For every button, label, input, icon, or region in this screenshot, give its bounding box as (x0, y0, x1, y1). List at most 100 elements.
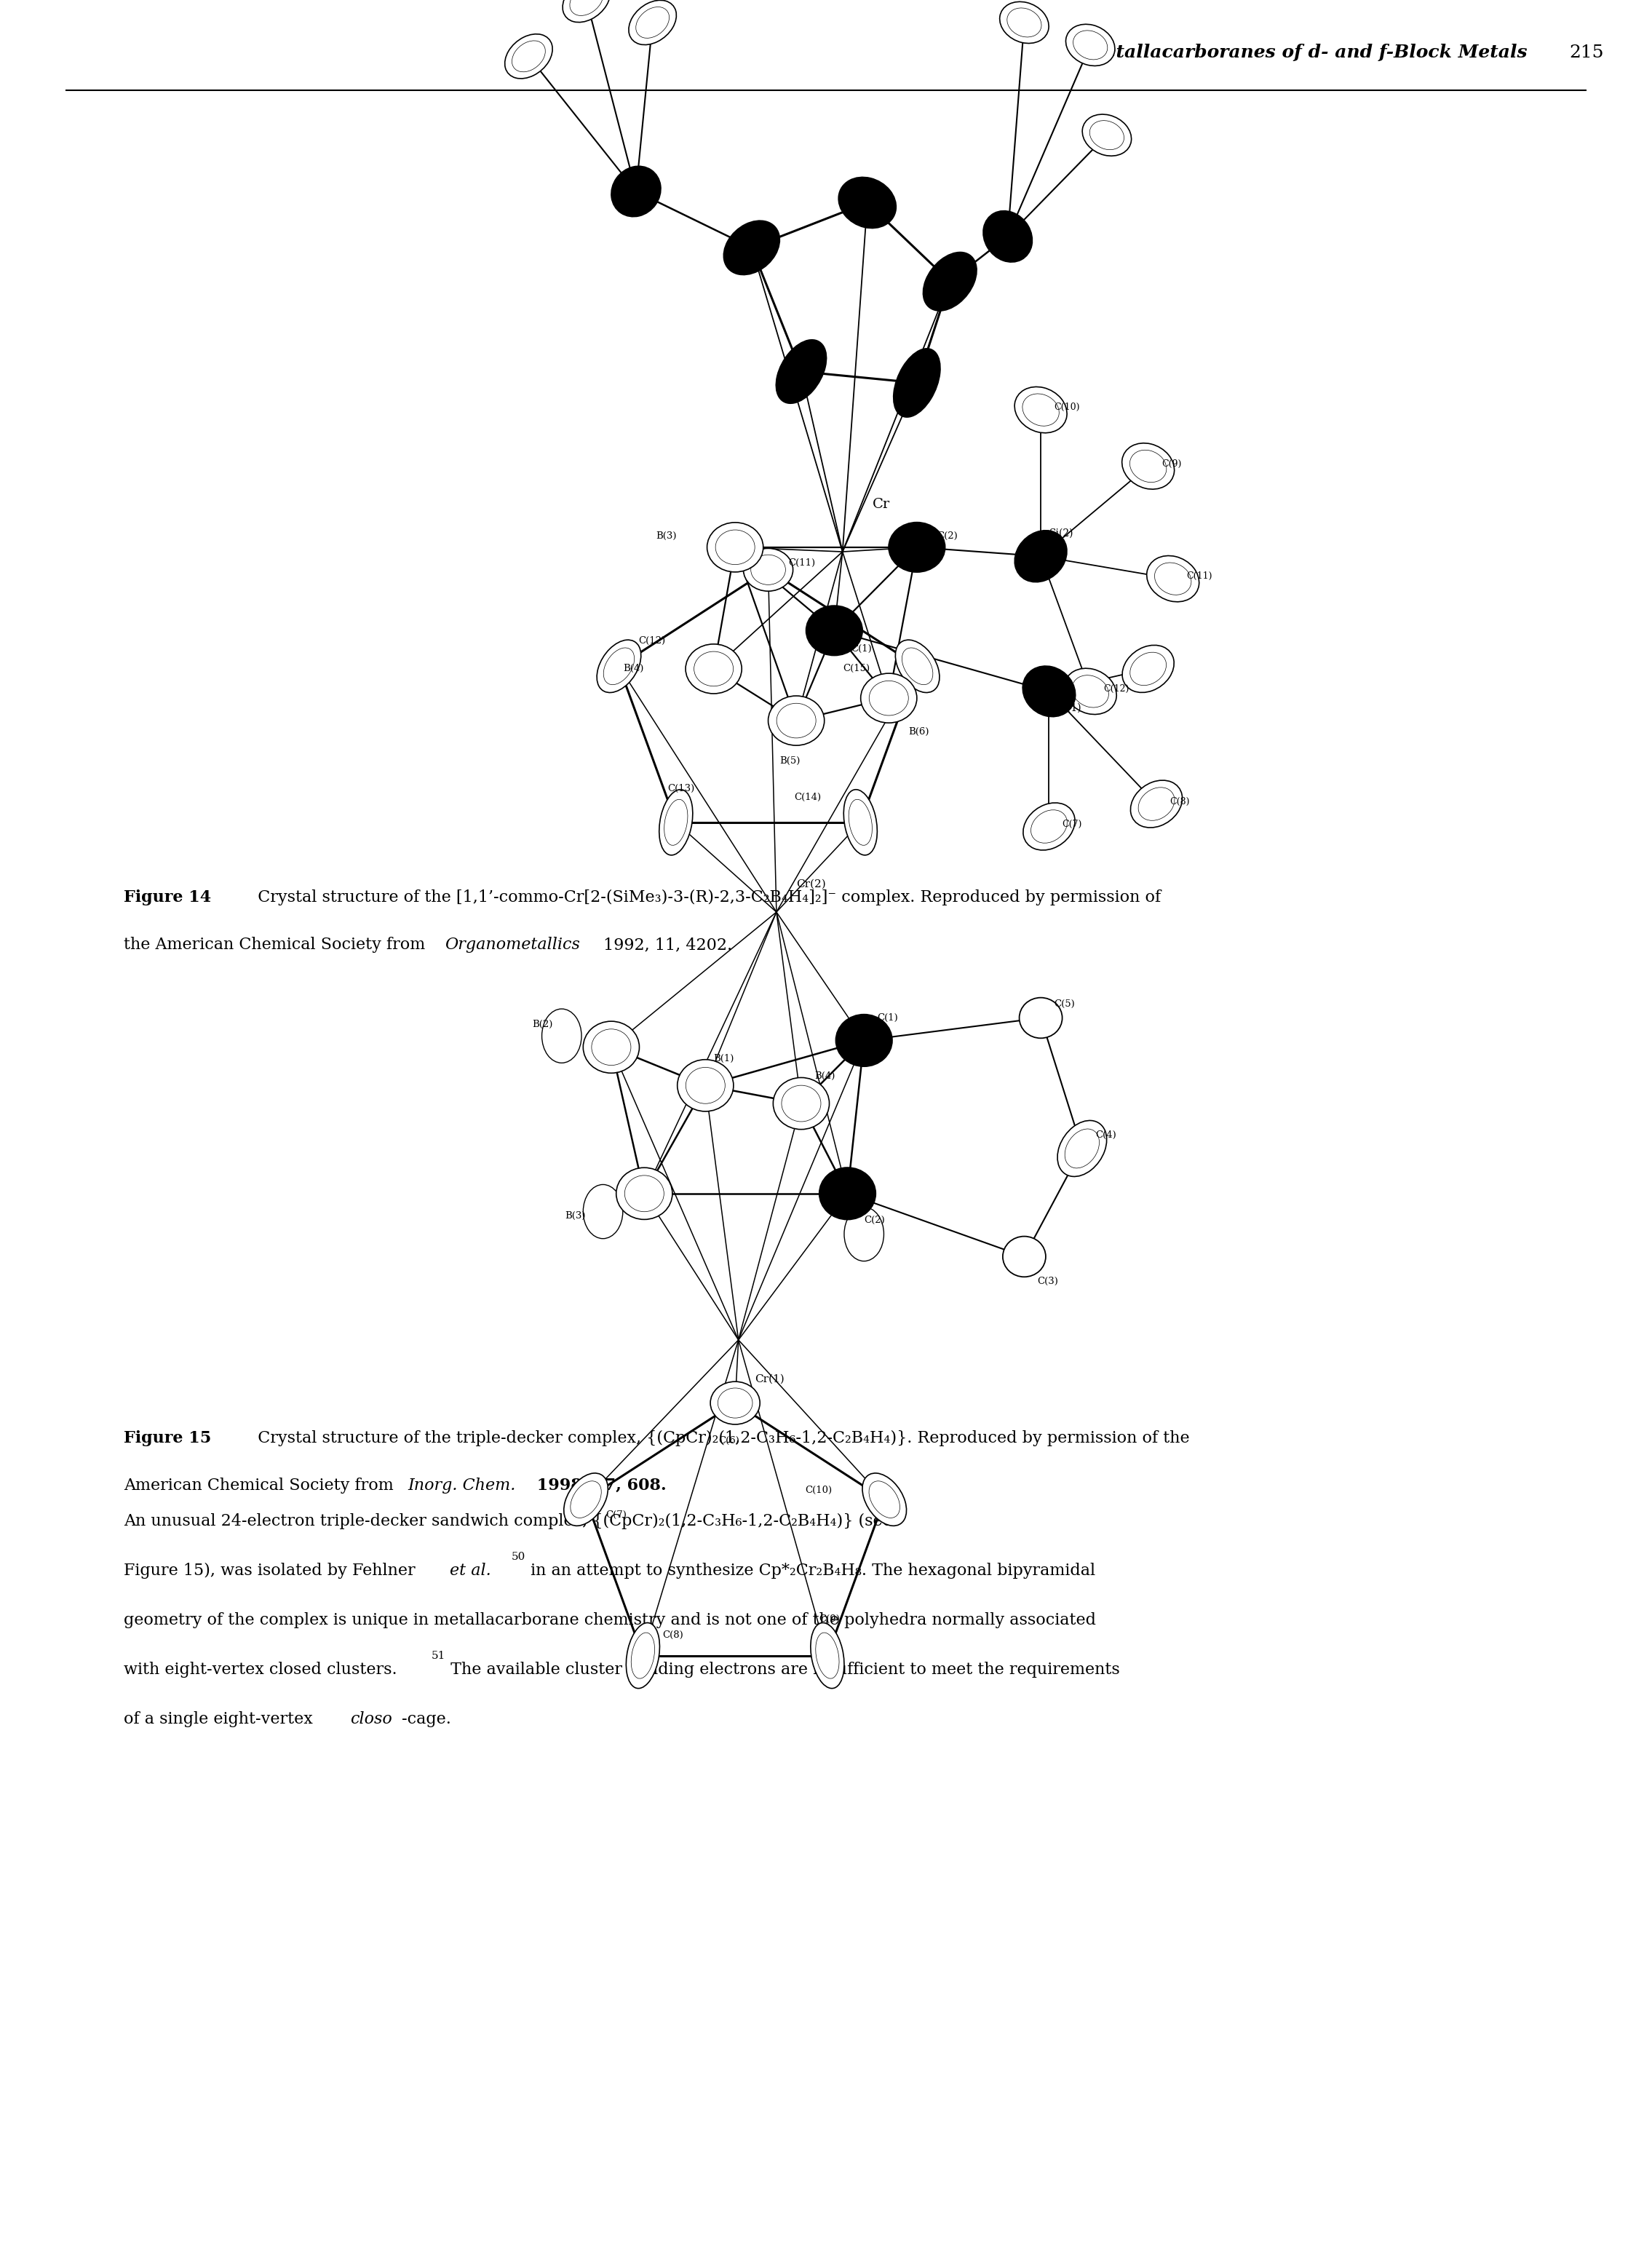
Ellipse shape (707, 522, 763, 572)
Text: B(3): B(3) (565, 1212, 586, 1221)
Text: Figure 15: Figure 15 (124, 1430, 211, 1446)
Text: C(12): C(12) (1104, 685, 1130, 694)
Text: The available cluster bonding electrons are insufficient to meet the requirement: The available cluster bonding electrons … (446, 1662, 1120, 1678)
Text: 50: 50 (510, 1552, 525, 1563)
Ellipse shape (616, 1169, 672, 1221)
Text: Crystal structure of the [1,1’-commo-Cr[2-(SiMe₃)-3-(R)-2,3-C₂B₄H₄]₂]⁻ complex. : Crystal structure of the [1,1’-commo-Cr[… (248, 890, 1161, 905)
Text: Cr(1): Cr(1) (755, 1374, 785, 1385)
Text: B(2): B(2) (532, 1020, 552, 1029)
Text: C(7): C(7) (1062, 820, 1082, 829)
Text: Cr: Cr (872, 498, 890, 511)
Ellipse shape (1064, 669, 1117, 714)
Ellipse shape (844, 790, 877, 856)
Text: 215: 215 (1569, 45, 1604, 61)
Ellipse shape (819, 1169, 876, 1221)
Text: C(11): C(11) (788, 558, 814, 568)
Text: Si(2): Si(2) (1049, 527, 1074, 538)
Ellipse shape (596, 640, 641, 694)
Text: C(7): C(7) (606, 1511, 626, 1520)
Ellipse shape (999, 2, 1049, 43)
Text: 51: 51 (431, 1651, 446, 1662)
Text: closo: closo (350, 1712, 392, 1727)
Text: B(6): B(6) (909, 727, 930, 736)
Text: C(1): C(1) (877, 1013, 899, 1022)
Ellipse shape (1014, 387, 1067, 432)
Ellipse shape (1014, 531, 1067, 581)
Ellipse shape (1023, 802, 1075, 851)
Text: American Chemical Society from: American Chemical Society from (124, 1477, 398, 1493)
Text: Si(1): Si(1) (1057, 703, 1082, 714)
Ellipse shape (811, 1624, 844, 1689)
Ellipse shape (839, 178, 895, 227)
Ellipse shape (1122, 644, 1175, 694)
Ellipse shape (1019, 998, 1062, 1038)
Ellipse shape (710, 1380, 760, 1426)
Ellipse shape (724, 221, 780, 275)
Text: C(2): C(2) (864, 1216, 885, 1225)
Ellipse shape (626, 1624, 659, 1689)
Text: C(1): C(1) (851, 644, 872, 653)
Text: C(15): C(15) (843, 664, 871, 673)
Text: C(9): C(9) (1161, 459, 1181, 468)
Text: the American Chemical Society from: the American Chemical Society from (124, 937, 431, 953)
Ellipse shape (806, 606, 862, 655)
Text: -cage.: -cage. (401, 1712, 451, 1727)
Text: with eight-vertex closed clusters.: with eight-vertex closed clusters. (124, 1662, 396, 1678)
Ellipse shape (629, 0, 676, 45)
Ellipse shape (836, 1013, 892, 1065)
Text: 1992, 11, 4202.: 1992, 11, 4202. (598, 937, 732, 953)
Ellipse shape (1122, 444, 1175, 489)
Text: Figure 15), was isolated by Fehlner: Figure 15), was isolated by Fehlner (124, 1563, 421, 1579)
Text: C(14): C(14) (795, 793, 821, 802)
Text: B(4): B(4) (623, 664, 644, 673)
Ellipse shape (1023, 667, 1075, 716)
Text: C(6): C(6) (719, 1437, 740, 1446)
Text: B(1): B(1) (714, 1054, 735, 1063)
Ellipse shape (1082, 115, 1132, 155)
Text: Crystal structure of the triple-decker complex, {(CpCr)₂(1,2-C₃H₆-1,2-C₂B₄H₄)}. : Crystal structure of the triple-decker c… (248, 1430, 1189, 1446)
Ellipse shape (768, 696, 824, 745)
Ellipse shape (894, 349, 940, 417)
Text: C(4): C(4) (1095, 1131, 1117, 1140)
Ellipse shape (1130, 779, 1183, 829)
Text: C(8): C(8) (1170, 797, 1189, 806)
Text: B(5): B(5) (780, 757, 801, 766)
Ellipse shape (889, 522, 945, 572)
Ellipse shape (1066, 25, 1115, 65)
Ellipse shape (506, 34, 552, 79)
Text: 1998, 37, 608.: 1998, 37, 608. (530, 1477, 666, 1493)
Text: C(2): C(2) (937, 531, 958, 540)
Ellipse shape (743, 547, 793, 590)
Text: et al.: et al. (449, 1563, 491, 1579)
Ellipse shape (861, 673, 917, 723)
Ellipse shape (895, 640, 940, 694)
Text: Cr(2): Cr(2) (796, 878, 826, 890)
Text: An unusual 24-electron triple-decker sandwich complex, {(CpCr)₂(1,2-C₃H₆-1,2-C₂B: An unusual 24-electron triple-decker san… (124, 1513, 892, 1529)
Ellipse shape (659, 790, 692, 856)
Ellipse shape (1146, 556, 1199, 601)
Text: C(10): C(10) (805, 1486, 833, 1495)
Text: B(3): B(3) (656, 531, 677, 540)
Text: Metallacarboranes of d- and f-Block Metals: Metallacarboranes of d- and f-Block Meta… (1085, 43, 1528, 61)
Ellipse shape (677, 1061, 733, 1110)
Ellipse shape (563, 0, 610, 23)
Ellipse shape (983, 212, 1032, 261)
Ellipse shape (773, 1079, 829, 1128)
Ellipse shape (563, 1473, 608, 1527)
Ellipse shape (1003, 1236, 1046, 1277)
Ellipse shape (923, 252, 976, 311)
Ellipse shape (776, 340, 826, 403)
Text: C(13): C(13) (667, 784, 695, 793)
Text: C(8): C(8) (662, 1630, 684, 1639)
Text: in an attempt to synthesize Cp*₂Cr₂B₄H₈. The hexagonal bipyramidal: in an attempt to synthesize Cp*₂Cr₂B₄H₈.… (525, 1563, 1095, 1579)
Ellipse shape (686, 644, 742, 694)
Text: C(3): C(3) (1037, 1277, 1059, 1286)
Text: B(4): B(4) (814, 1072, 836, 1081)
Text: C(10): C(10) (1054, 403, 1080, 412)
Ellipse shape (611, 167, 661, 216)
Ellipse shape (862, 1473, 907, 1527)
Text: Figure 14: Figure 14 (124, 890, 211, 905)
Text: geometry of the complex is unique in metallacarborane chemistry and is not one o: geometry of the complex is unique in met… (124, 1612, 1097, 1628)
Ellipse shape (583, 1022, 639, 1072)
Text: Inorg. Chem.: Inorg. Chem. (408, 1477, 515, 1493)
